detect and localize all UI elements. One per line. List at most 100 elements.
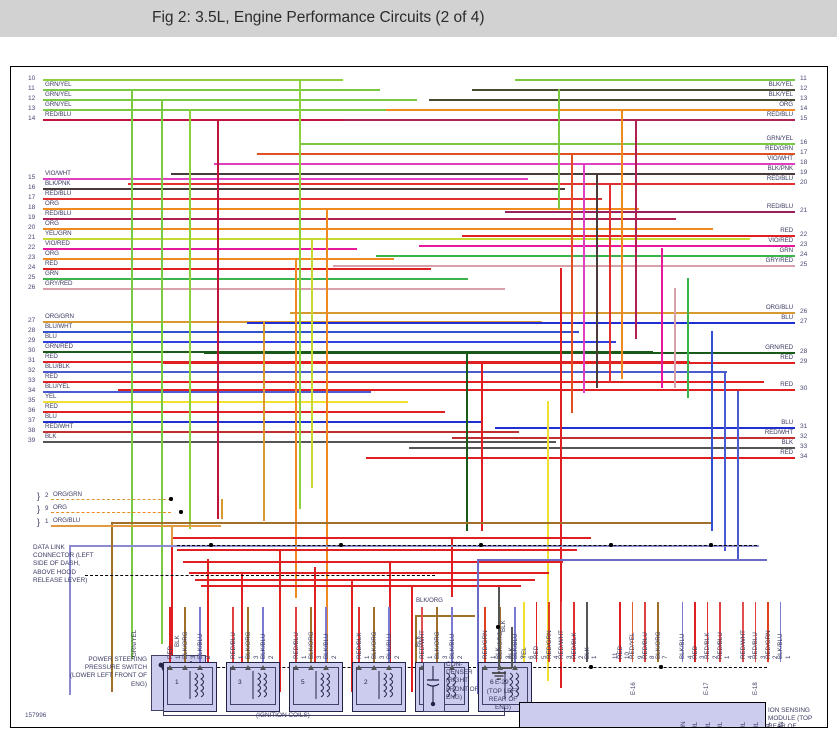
coil-3-pin-2: 2 (268, 655, 275, 659)
right-rail-label-32: RED/WHT (764, 428, 793, 436)
left-rail-number-10: 10 (28, 74, 36, 82)
left-rail-number-38: 38 (28, 426, 36, 434)
right-rail-wire-24 (376, 255, 795, 257)
right-rail-label-26: ORG/BLU (765, 303, 793, 311)
right-rail-label-29: RED (780, 353, 793, 361)
coil-1-pin-1: 3 (190, 655, 197, 659)
left-rail-label-25: GRN (45, 269, 59, 277)
left-rail-number-32: 32 (28, 366, 36, 374)
module-wire-label-3: RED/WHT (558, 630, 566, 659)
left-rail-number-13: 13 (28, 104, 36, 112)
blk-org-splice-label: BLK/ORG (416, 597, 443, 604)
blue-bus-riser-0 (69, 545, 71, 695)
module-wire-label-13: RED/BLK (704, 632, 712, 659)
riser-wire-12 (596, 173, 598, 388)
right-rail-wire-19 (171, 173, 795, 175)
left-rail-label-13: GRN/YEL (45, 100, 72, 108)
right-rail-wire-15 (343, 119, 795, 121)
module-pin-number-14: 1 (724, 655, 732, 659)
left-rail-wire-26 (43, 288, 505, 290)
coil-1-wire-label-0: RED (166, 645, 174, 659)
module-wire-COIL-2-CTRL (706, 602, 709, 662)
module-wire-label-17: RED/GRN (764, 630, 772, 659)
right-rail-label-17: RED/GRN (765, 144, 793, 152)
right-rail-number-22: 22 (800, 230, 808, 238)
coil-2-wire-label-0: RED/BLK (355, 632, 363, 659)
riser-wire-11 (583, 163, 585, 393)
riser-wire-17 (560, 268, 562, 688)
coil-4-wire-RED/WHT (421, 607, 423, 662)
right-rail-wire-22 (462, 235, 795, 237)
ignition-coil-winding-6 (502, 669, 526, 701)
right-rail-number-27: 27 (800, 317, 808, 325)
dlc-wire-2 (51, 499, 171, 500)
blue-bus-row-1 (477, 559, 767, 561)
left-rail-label-16: BLK/PNK (45, 179, 71, 187)
left-rail-label-27: ORG/GRN (45, 312, 74, 320)
dlc-pin-number-1: 1 (45, 518, 49, 525)
module-splice-label-E-16: E-16 (631, 682, 637, 695)
left-rail-number-16: 16 (28, 183, 36, 191)
coil-3-arrow-1 (245, 665, 251, 670)
coil-2-wire-RED/BLK (358, 607, 360, 662)
riser-wire-18 (466, 351, 468, 531)
left-rail-label-36: RED (45, 402, 58, 410)
right-rail-number-31: 31 (800, 422, 808, 430)
module-wire-COIL-1-CTRL (694, 602, 696, 662)
left-rail-wire-12 (43, 99, 417, 101)
coil-2-wire-BLK/BLU (388, 607, 390, 662)
coil-2-pin-1: 3 (379, 655, 386, 659)
condenser-caption: CON- DENSER (RIGHT FRONT OF ENG) (446, 661, 479, 701)
ion-sensing-module[interactable] (519, 702, 766, 727)
left-rail-label-39: BLK (45, 432, 57, 440)
coil-3-pin-0: 1 (238, 655, 245, 659)
ground-wire-b-label: BLK (508, 647, 515, 659)
coil-1-arrow-0 (167, 665, 173, 670)
left-rail-label-26: GRY/RED (45, 279, 73, 287)
coil-5-wire-label-1: BLK/ORG (307, 631, 315, 659)
right-rail-wire-23 (419, 245, 795, 247)
left-rail-number-30: 30 (28, 346, 36, 354)
wiring-diagram-canvas[interactable]: 10 11 GRN/YEL 12 GRN/YEL 13 GRN/YEL 14 RED/BLU 15… (10, 66, 828, 728)
coil-bottom-dashed-link (177, 667, 767, 668)
coil-4-arrow-0 (419, 665, 425, 670)
splice-dot-top-3 (609, 543, 613, 547)
module-wire-GND (586, 602, 588, 662)
left-rail-wire-15 (43, 178, 528, 180)
dlc-dashed-link (85, 575, 435, 576)
module-wire-label-0: YEL (520, 647, 528, 659)
condenser-symbol (426, 666, 440, 707)
left-rail-wire-19 (43, 218, 676, 220)
splice-dot-top-0 (209, 543, 213, 547)
coil-1-wire-BLK/BLU (199, 607, 201, 662)
left-rail-number-23: 23 (28, 253, 36, 261)
red-bus-riser-2 (241, 572, 243, 692)
left-rail-number-33: 33 (28, 376, 36, 384)
left-rail-number-28: 28 (28, 326, 36, 334)
coil-5-arrow-1 (308, 665, 314, 670)
right-rail-number-30: 30 (800, 384, 808, 392)
right-rail-number-34: 34 (800, 452, 808, 460)
dlc-orggrn-riser (221, 499, 223, 519)
module-wire-IONCOI (523, 602, 525, 662)
right-rail-label-30: RED (780, 380, 793, 388)
ground-wire-top-label: BLK (500, 620, 507, 632)
blkorg-condenser-riser (415, 615, 417, 663)
left-rail-label-11: GRN/YEL (45, 80, 72, 88)
module-wire-label-15: RED/WHT (739, 630, 747, 659)
header-spacer (0, 37, 837, 63)
right-rail-wire-34 (366, 457, 795, 459)
right-rail-label-19: BLK/PNK (767, 164, 794, 172)
left-rail-wire-13 (43, 109, 454, 111)
left-rail-number-12: 12 (28, 94, 36, 102)
left-rail-wire-32 (43, 371, 727, 373)
coil-4-wire-BLK/BLU (451, 607, 453, 662)
coil-5-wire-BLK/ORG (310, 607, 312, 662)
right-rail-label-13: BLK/YEL (768, 90, 794, 98)
condenser[interactable] (423, 662, 445, 712)
coil-5-wire-BLK/BLU (325, 607, 327, 662)
left-rail-wire-20 (43, 228, 713, 230)
left-rail-label-29: BLU (45, 332, 57, 340)
left-rail-number-36: 36 (28, 406, 36, 414)
riser-wire-19 (481, 361, 483, 531)
